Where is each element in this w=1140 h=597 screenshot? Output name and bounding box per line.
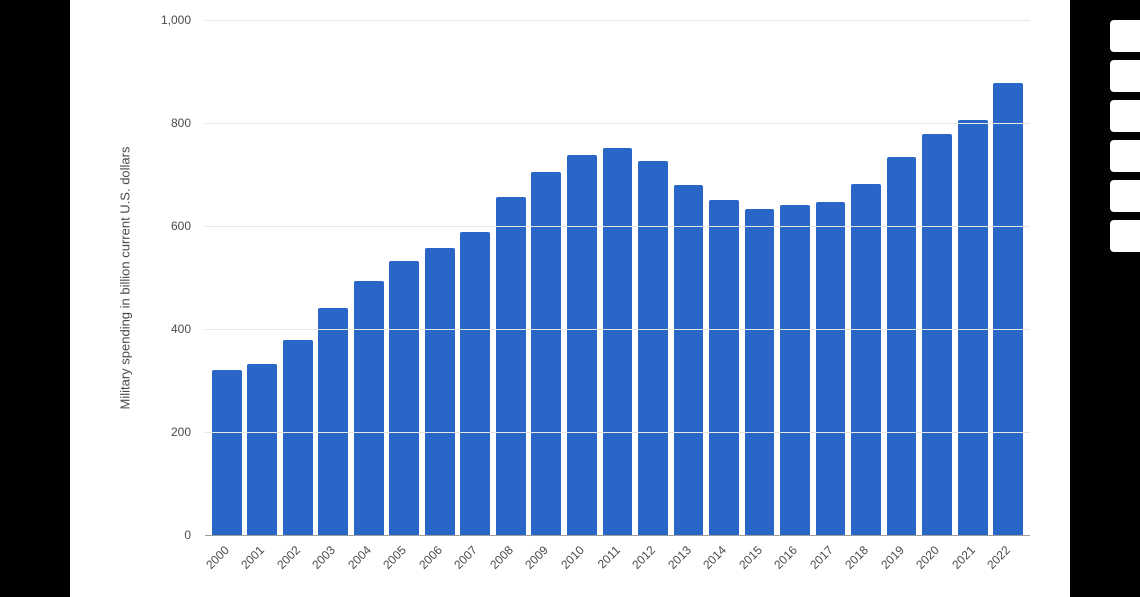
x-tick-label: 2010 bbox=[558, 543, 587, 572]
bar[interactable] bbox=[212, 370, 242, 535]
x-tick-label: 2004 bbox=[345, 543, 374, 572]
x-tick-label: 2001 bbox=[238, 543, 267, 572]
bar-slot bbox=[671, 20, 707, 535]
bar[interactable] bbox=[780, 205, 810, 535]
x-tick-label: 2013 bbox=[665, 543, 694, 572]
bar[interactable] bbox=[247, 364, 277, 535]
bars-container bbox=[205, 20, 1030, 535]
x-tick-label: 2016 bbox=[771, 543, 800, 572]
bar[interactable] bbox=[638, 161, 668, 535]
bar[interactable] bbox=[993, 83, 1023, 535]
bar-slot bbox=[813, 20, 849, 535]
y-tick-label: 0 bbox=[184, 528, 191, 542]
x-tick-label: 2018 bbox=[842, 543, 871, 572]
bar[interactable] bbox=[745, 209, 775, 536]
gridline bbox=[205, 226, 1030, 227]
bar[interactable] bbox=[567, 155, 597, 535]
bar[interactable] bbox=[674, 185, 704, 535]
x-tick-label: 2007 bbox=[452, 543, 481, 572]
x-tick-label: 2006 bbox=[416, 543, 445, 572]
bar-slot bbox=[209, 20, 245, 535]
bar-slot bbox=[493, 20, 529, 535]
bar[interactable] bbox=[922, 134, 952, 535]
info-icon[interactable] bbox=[1110, 220, 1140, 252]
bar-slot bbox=[351, 20, 387, 535]
gridline bbox=[205, 432, 1030, 433]
gridline bbox=[205, 20, 1030, 21]
chart-stage: 02004006008001,0002000200120022003200420… bbox=[70, 0, 1070, 597]
x-tick-label: 2012 bbox=[629, 543, 658, 572]
y-tick-label: 600 bbox=[171, 219, 191, 233]
x-tick-label: 2003 bbox=[309, 543, 338, 572]
bar[interactable] bbox=[425, 248, 455, 535]
bar[interactable] bbox=[709, 200, 739, 535]
bar-slot bbox=[387, 20, 423, 535]
x-tick-label: 2015 bbox=[736, 543, 765, 572]
bar[interactable] bbox=[958, 120, 988, 535]
bar[interactable] bbox=[318, 308, 348, 535]
side-toolbar bbox=[1110, 20, 1140, 252]
bar-slot bbox=[635, 20, 671, 535]
bar-slot bbox=[245, 20, 281, 535]
bar-slot bbox=[600, 20, 636, 535]
bar-slot bbox=[564, 20, 600, 535]
x-tick-label: 2011 bbox=[594, 543, 622, 571]
y-tick-label: 1,000 bbox=[161, 13, 191, 27]
x-tick-label: 2000 bbox=[203, 543, 232, 572]
bar-slot bbox=[919, 20, 955, 535]
y-axis-label: Military spending in billion current U.S… bbox=[118, 146, 133, 409]
bar-slot bbox=[848, 20, 884, 535]
x-tick-label: 2002 bbox=[274, 543, 303, 572]
bar[interactable] bbox=[816, 202, 846, 535]
gridline bbox=[205, 123, 1030, 124]
x-tick-label: 2005 bbox=[381, 543, 410, 572]
gridline bbox=[205, 329, 1030, 330]
bar-slot bbox=[706, 20, 742, 535]
bar-slot bbox=[884, 20, 920, 535]
x-tick-label: 2022 bbox=[984, 543, 1013, 572]
x-tick-label: 2008 bbox=[487, 543, 516, 572]
bar[interactable] bbox=[496, 197, 526, 535]
x-tick-label: 2017 bbox=[807, 543, 836, 572]
x-tick-label: 2019 bbox=[878, 543, 907, 572]
quote-icon[interactable] bbox=[1110, 100, 1140, 132]
bar[interactable] bbox=[460, 232, 490, 535]
bar-slot bbox=[742, 20, 778, 535]
y-tick-label: 400 bbox=[171, 322, 191, 336]
bar[interactable] bbox=[389, 261, 419, 535]
bar-slot bbox=[280, 20, 316, 535]
download-icon[interactable] bbox=[1110, 180, 1140, 212]
plot-area: 02004006008001,0002000200120022003200420… bbox=[205, 20, 1030, 535]
y-tick-label: 200 bbox=[171, 425, 191, 439]
x-tick-label: 2021 bbox=[949, 543, 978, 572]
y-tick-label: 800 bbox=[171, 116, 191, 130]
x-tick-label: 2009 bbox=[523, 543, 552, 572]
bar-slot bbox=[777, 20, 813, 535]
bar-slot bbox=[990, 20, 1026, 535]
x-axis-line bbox=[205, 535, 1030, 536]
bar-slot bbox=[422, 20, 458, 535]
bar[interactable] bbox=[851, 184, 881, 535]
bar-slot bbox=[529, 20, 565, 535]
bar-slot bbox=[458, 20, 494, 535]
bar[interactable] bbox=[354, 281, 384, 535]
x-tick-label: 2014 bbox=[700, 543, 729, 572]
share-icon[interactable] bbox=[1110, 60, 1140, 92]
star-icon[interactable] bbox=[1110, 20, 1140, 52]
bar-slot bbox=[955, 20, 991, 535]
bar-slot bbox=[316, 20, 352, 535]
settings-icon[interactable] bbox=[1110, 140, 1140, 172]
x-tick-label: 2020 bbox=[913, 543, 942, 572]
bar[interactable] bbox=[283, 340, 313, 535]
bar[interactable] bbox=[603, 148, 633, 535]
bar[interactable] bbox=[887, 157, 917, 535]
